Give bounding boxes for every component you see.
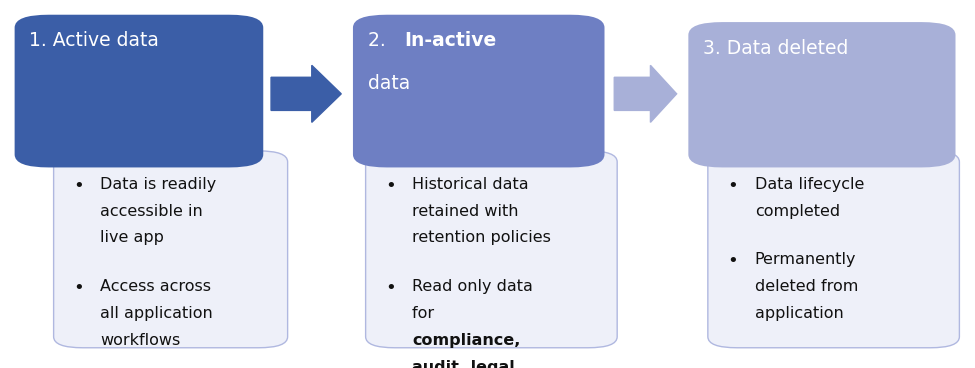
Text: accessible in: accessible in (100, 204, 203, 219)
Text: •: • (385, 279, 396, 297)
FancyBboxPatch shape (15, 15, 263, 167)
Text: Data is readily: Data is readily (100, 177, 216, 192)
FancyArrow shape (614, 66, 677, 122)
Text: live app: live app (100, 230, 165, 245)
Text: Access across: Access across (100, 279, 212, 294)
FancyBboxPatch shape (688, 22, 956, 167)
Text: all application: all application (100, 306, 214, 321)
Text: retained with: retained with (412, 204, 519, 219)
Text: Permanently: Permanently (755, 252, 856, 268)
FancyBboxPatch shape (708, 151, 959, 348)
Text: 3. Data deleted: 3. Data deleted (703, 39, 848, 58)
Text: In-active: In-active (405, 31, 497, 50)
Text: •: • (73, 279, 84, 297)
Text: Read only data: Read only data (412, 279, 533, 294)
Text: Historical data: Historical data (412, 177, 529, 192)
FancyBboxPatch shape (54, 151, 288, 348)
FancyBboxPatch shape (366, 151, 617, 348)
Text: Data lifecycle: Data lifecycle (755, 177, 864, 192)
Text: •: • (727, 252, 738, 270)
Text: data: data (368, 74, 410, 93)
Text: 1. Active data: 1. Active data (29, 31, 159, 50)
Text: 2.: 2. (368, 31, 391, 50)
Text: application: application (755, 306, 843, 321)
Text: •: • (727, 177, 738, 195)
Text: •: • (73, 177, 84, 195)
Text: •: • (385, 177, 396, 195)
Text: audit, legal: audit, legal (412, 360, 515, 368)
Text: for: for (412, 306, 440, 321)
Text: completed: completed (755, 204, 839, 219)
Text: retention policies: retention policies (412, 230, 551, 245)
FancyArrow shape (271, 66, 341, 122)
Text: deleted from: deleted from (755, 279, 858, 294)
FancyBboxPatch shape (353, 15, 604, 167)
Text: workflows: workflows (100, 333, 180, 348)
Text: compliance,: compliance, (412, 333, 521, 348)
